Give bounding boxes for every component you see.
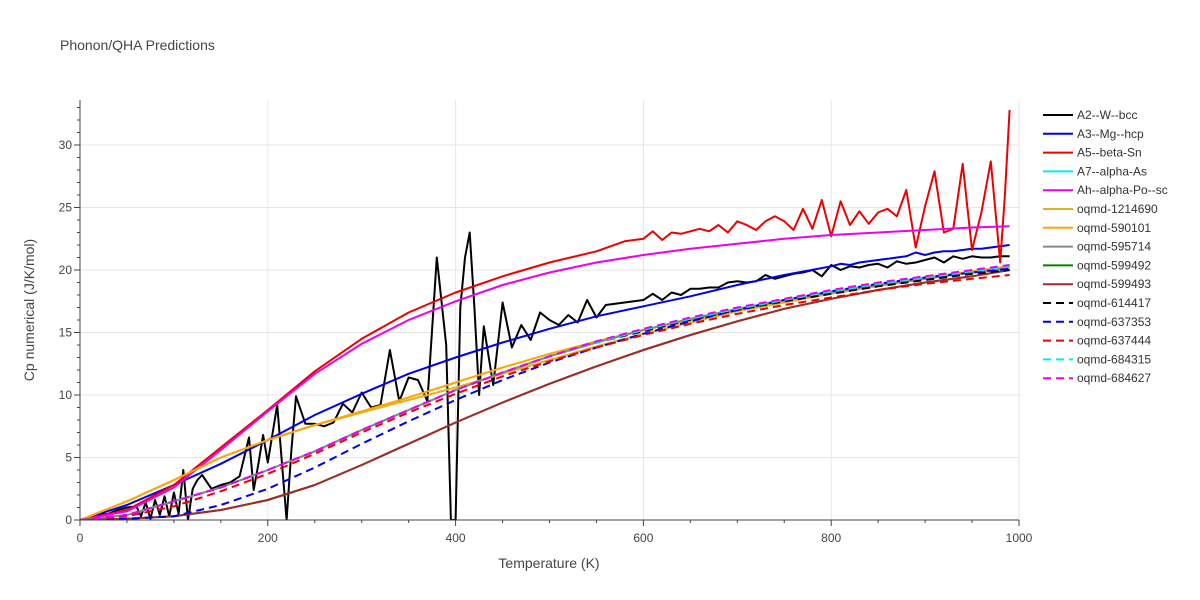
y-tick-label: 15 xyxy=(59,326,73,340)
series-line-oqmd-1214690[interactable] xyxy=(80,266,1010,521)
y-tick-label: 20 xyxy=(59,263,73,277)
legend-item-label[interactable]: A7--alpha-As xyxy=(1077,164,1147,178)
y-tick-label: 0 xyxy=(65,513,72,527)
legend-item-label[interactable]: oqmd-684315 xyxy=(1077,352,1151,366)
legend-item-label[interactable]: oqmd-595714 xyxy=(1077,240,1151,254)
legend-item-label[interactable]: oqmd-590101 xyxy=(1077,221,1151,235)
legend-item-label[interactable]: oqmd-637444 xyxy=(1077,334,1151,348)
series-line-oqmd-590101[interactable] xyxy=(80,265,1010,520)
y-tick-label: 30 xyxy=(59,138,73,152)
legend-item-label[interactable]: A5--beta-Sn xyxy=(1077,146,1142,160)
x-tick-label: 600 xyxy=(633,531,653,545)
x-tick-label: 800 xyxy=(821,531,841,545)
y-axis-title: Cp numerical (J/K/mol) xyxy=(21,239,37,381)
plot-area[interactable] xyxy=(80,109,1011,521)
series-line-oqmd-637444[interactable] xyxy=(80,274,1010,520)
axes: 0 200 400 600 800 1000 0 5 10 15 20 25 30 xyxy=(59,100,1033,545)
legend-item-label[interactable]: oqmd-684627 xyxy=(1077,371,1151,385)
series-line-A3--Mg--hcp[interactable] xyxy=(80,244,1010,520)
y-tick-label: 5 xyxy=(65,451,72,465)
legend-item-label[interactable]: A3--Mg--hcp xyxy=(1077,127,1144,141)
legend-item-label[interactable]: oqmd-1214690 xyxy=(1077,202,1158,216)
series-line-Ah--alpha-Po--sc[interactable] xyxy=(80,225,1010,520)
x-tick-label: 1000 xyxy=(1006,531,1033,545)
y-tick-label: 10 xyxy=(59,388,73,402)
chart-title: Phonon/QHA Predictions xyxy=(60,37,215,53)
series-line-oqmd-684627[interactable] xyxy=(80,264,1010,520)
series-line-A5--beta-Sn[interactable] xyxy=(80,109,1011,520)
series-line-oqmd-599493[interactable] xyxy=(80,269,1010,520)
legend-item-label[interactable]: oqmd-599493 xyxy=(1077,277,1151,291)
x-tick-label: 0 xyxy=(77,531,84,545)
legend-item-label[interactable]: oqmd-599492 xyxy=(1077,258,1151,272)
legend-item-label[interactable]: oqmd-637353 xyxy=(1077,315,1151,329)
series-line-A2--W--bcc[interactable] xyxy=(80,231,1010,521)
grid-lines xyxy=(80,100,1020,520)
x-tick-label: 200 xyxy=(258,531,278,545)
series-line-oqmd-595714[interactable] xyxy=(80,266,1010,521)
legend-item-label[interactable]: A2--W--bcc xyxy=(1077,108,1137,122)
series-line-oqmd-637353[interactable] xyxy=(80,267,1010,520)
series-line-A7--alpha-As[interactable] xyxy=(80,266,1010,521)
x-tick-label: 400 xyxy=(446,531,466,545)
series-line-oqmd-684315[interactable] xyxy=(80,265,1010,520)
legend-item-label[interactable]: oqmd-614417 xyxy=(1077,296,1151,310)
x-axis-title: Temperature (K) xyxy=(498,555,599,571)
y-tick-label: 25 xyxy=(59,201,73,215)
legend-item-label[interactable]: Ah--alpha-Po--sc xyxy=(1077,183,1168,197)
legend: A2--W--bcc A3--Mg--hcp A5--beta-Sn A7--alph… xyxy=(1043,108,1168,385)
